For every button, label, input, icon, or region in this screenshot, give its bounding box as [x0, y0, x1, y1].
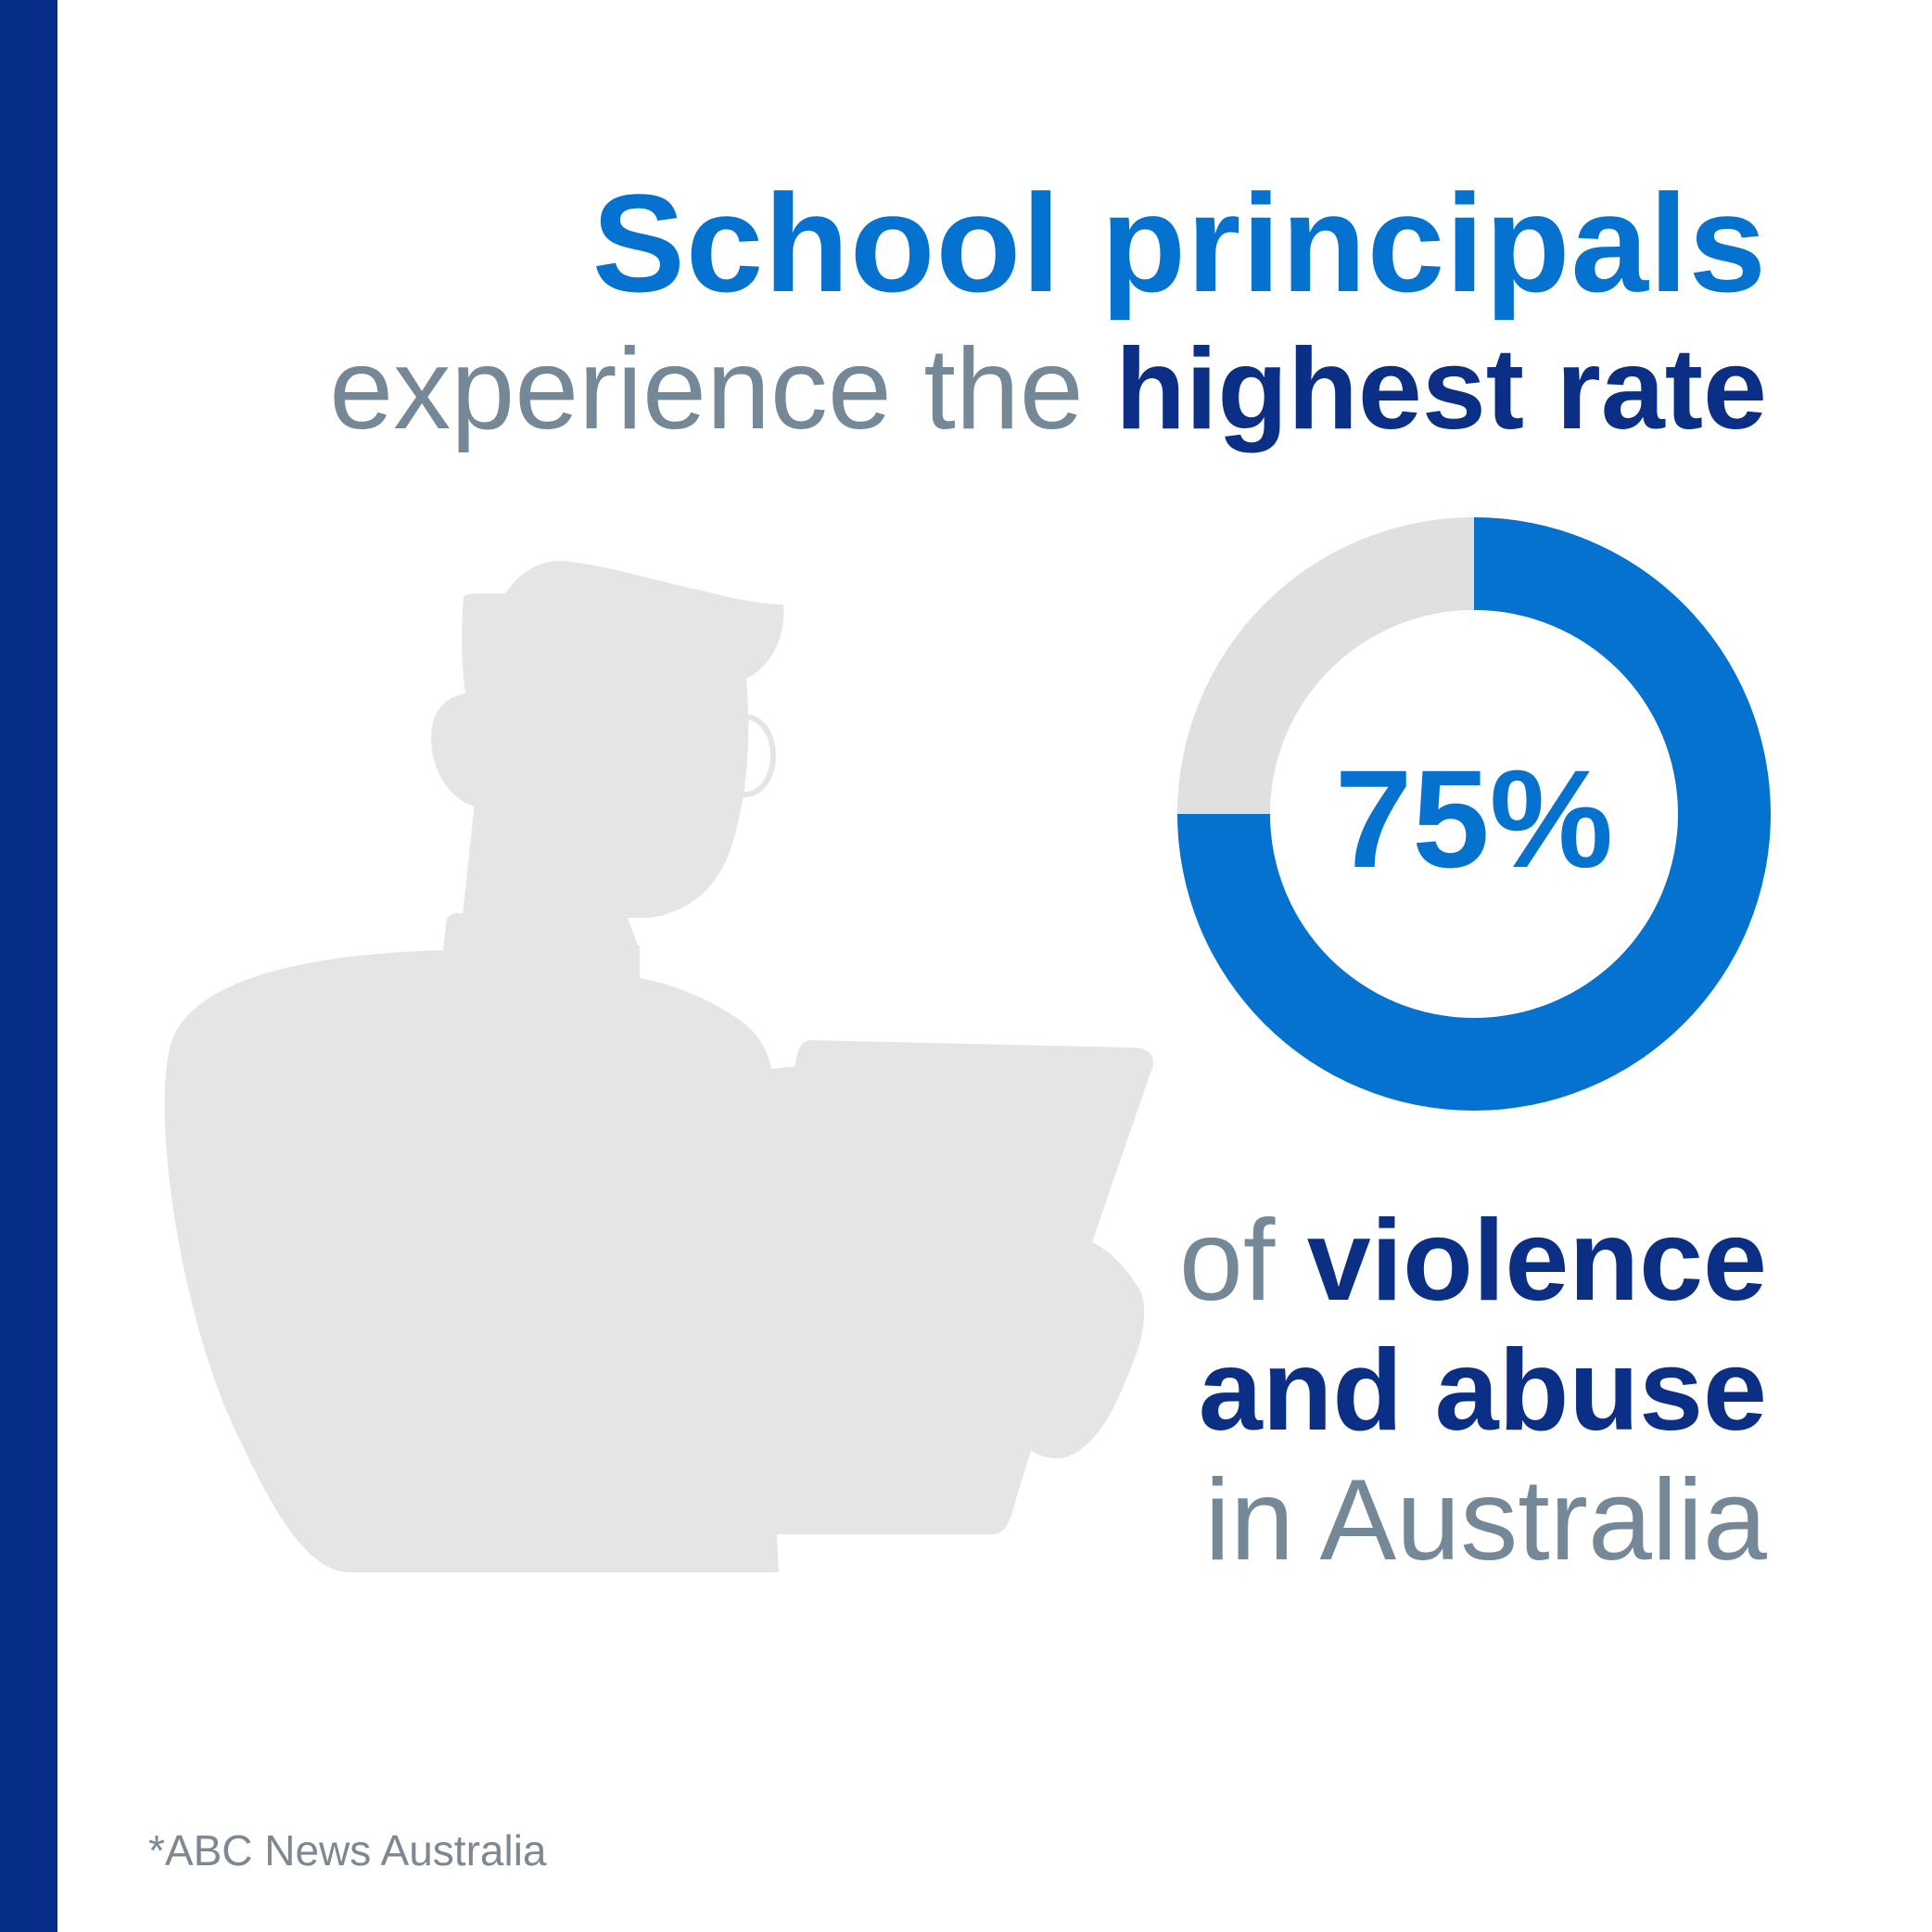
caption-and-abuse: and abuse — [1198, 1327, 1767, 1455]
headline-subtitle-light: experience the — [329, 325, 1084, 453]
donut-segment-value — [1177, 517, 1771, 1111]
caption-of: of — [1178, 1197, 1276, 1325]
donut-percentage-label: 75% — [1335, 741, 1613, 896]
headline: School principals experience the highest… — [329, 167, 1767, 459]
side-accent-bar — [0, 0, 57, 1932]
source-note: *ABC News Australia — [148, 1826, 547, 1875]
caption-line-1: of violence — [1179, 1196, 1767, 1326]
headline-subtitle-bold: highest rate — [1115, 325, 1767, 453]
silhouette-ear — [715, 714, 776, 797]
caption: of violence and abuse in Australia — [1179, 1196, 1767, 1585]
silhouette-head — [431, 561, 784, 918]
donut-segment-remainder — [1177, 517, 1474, 814]
silhouette-body — [164, 913, 1153, 1572]
principal-silhouette-icon — [164, 561, 1153, 1572]
caption-in-australia: in Australia — [1204, 1456, 1767, 1584]
donut-chart: 75% — [1177, 517, 1771, 1111]
headline-title: School principals — [591, 165, 1767, 321]
headline-subtitle: experience the highest rate — [329, 320, 1767, 459]
caption-violence: violence — [1306, 1197, 1767, 1325]
